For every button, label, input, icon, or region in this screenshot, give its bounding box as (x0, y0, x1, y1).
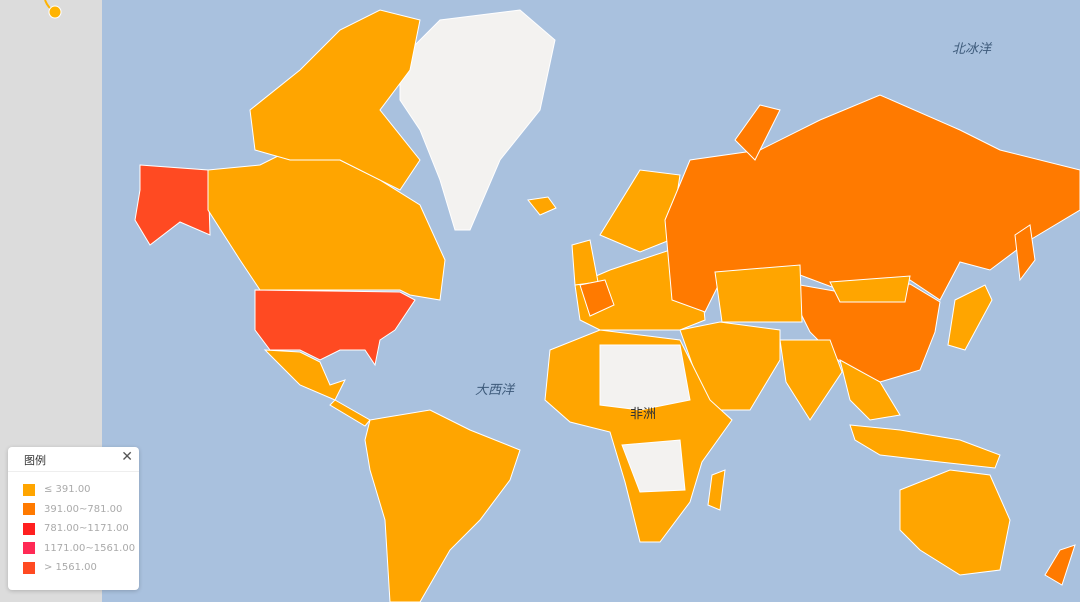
region-india[interactable] (779, 339, 843, 421)
region-arctic-islands-ru[interactable] (734, 104, 781, 161)
legend-item[interactable]: > 1561.00 (23, 558, 139, 578)
region-iceland[interactable] (527, 196, 557, 216)
region-far-east-islands[interactable] (1014, 224, 1036, 282)
legend-item[interactable]: 391.00~781.00 (23, 500, 139, 520)
legend-label: 391.00~781.00 (44, 503, 123, 515)
region-australia[interactable] (899, 469, 1011, 576)
region-central-america[interactable] (329, 399, 371, 427)
legend-item[interactable]: 781.00~1171.00 (23, 519, 139, 539)
legend-swatch (23, 561, 35, 574)
legend-title: 图例 (24, 454, 46, 467)
label-atlantic-ocean: 大西洋 (475, 383, 515, 398)
region-se-asia[interactable] (839, 359, 901, 421)
region-central-asia[interactable] (714, 264, 803, 323)
label-africa: 非洲 (630, 407, 657, 422)
region-france[interactable] (579, 279, 615, 317)
legend-swatch (23, 483, 35, 496)
region-indonesia[interactable] (849, 424, 1001, 469)
legend-item[interactable]: 1171.00~1561.00 (23, 539, 139, 559)
legend-label: > 1561.00 (44, 562, 97, 574)
region-africa-nodata2[interactable] (621, 439, 686, 493)
region-mongolia[interactable] (829, 275, 911, 303)
region-south-america[interactable] (364, 409, 521, 602)
region-africa-nodata1[interactable] (599, 344, 691, 411)
region-greenland[interactable] (399, 9, 556, 231)
region-alaska[interactable] (134, 164, 211, 246)
region-mexico[interactable] (263, 349, 346, 401)
legend-label: 1171.00~1561.00 (44, 542, 136, 554)
close-icon[interactable]: ✕ (121, 449, 133, 465)
map-marker[interactable] (44, 0, 62, 19)
legend-swatch (23, 503, 35, 516)
region-madagascar[interactable] (707, 469, 726, 511)
legend-label: ≤ 391.00 (44, 484, 91, 496)
legend-panel: 图例 ✕ ≤ 391.00 391.00~781.00 781.00~1171.00… (8, 447, 139, 590)
legend-swatch (23, 542, 35, 555)
label-arctic-ocean: 北冰洋 (952, 42, 992, 57)
region-japan[interactable] (947, 284, 993, 351)
region-canada-islands[interactable] (249, 9, 421, 191)
legend-swatch (23, 522, 35, 535)
legend-label: 781.00~1171.00 (44, 523, 129, 535)
region-new-zealand[interactable] (1044, 544, 1076, 586)
region-uk[interactable] (571, 239, 599, 286)
legend-item[interactable]: ≤ 391.00 (23, 480, 139, 500)
